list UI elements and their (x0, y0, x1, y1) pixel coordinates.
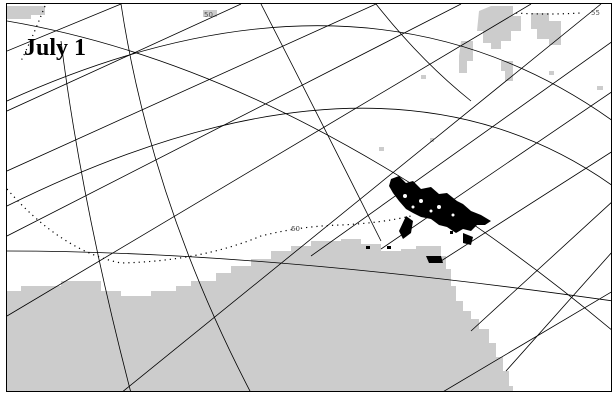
northeast-island-a (531, 13, 561, 45)
ice-texture (403, 194, 455, 217)
northwest-landmass (7, 6, 45, 19)
contour-label-mid: 60 (291, 225, 300, 233)
southern-landmass (7, 239, 513, 391)
dotted-isoline-north (20, 5, 46, 62)
dotted-isoline-right (515, 12, 582, 15)
ice-patch-south (399, 216, 413, 239)
northeast-island-c (501, 61, 513, 81)
map-canvas (7, 4, 611, 391)
isoline-layer (7, 5, 582, 264)
islet-b (430, 138, 434, 142)
islet-e (597, 86, 603, 90)
northeast-landmass (477, 6, 521, 49)
contour-label-top: 50 (204, 11, 213, 19)
ice-patch-main (389, 176, 491, 233)
north-islet (203, 10, 217, 17)
ice-speck-b (387, 246, 391, 249)
islet-c (379, 147, 384, 151)
islet-a (421, 75, 426, 79)
land-layer (7, 6, 603, 391)
ice-layer (366, 176, 491, 263)
contour-label-right: 55 (591, 9, 600, 17)
date-label: July 1 (24, 35, 87, 61)
map-frame: 50 60 55 (6, 3, 612, 392)
ice-patch-shore (426, 256, 443, 263)
ice-patch-east (463, 233, 473, 245)
islet-d (549, 71, 554, 75)
ice-speck-a (366, 246, 370, 249)
ice-speck-c (450, 231, 453, 234)
